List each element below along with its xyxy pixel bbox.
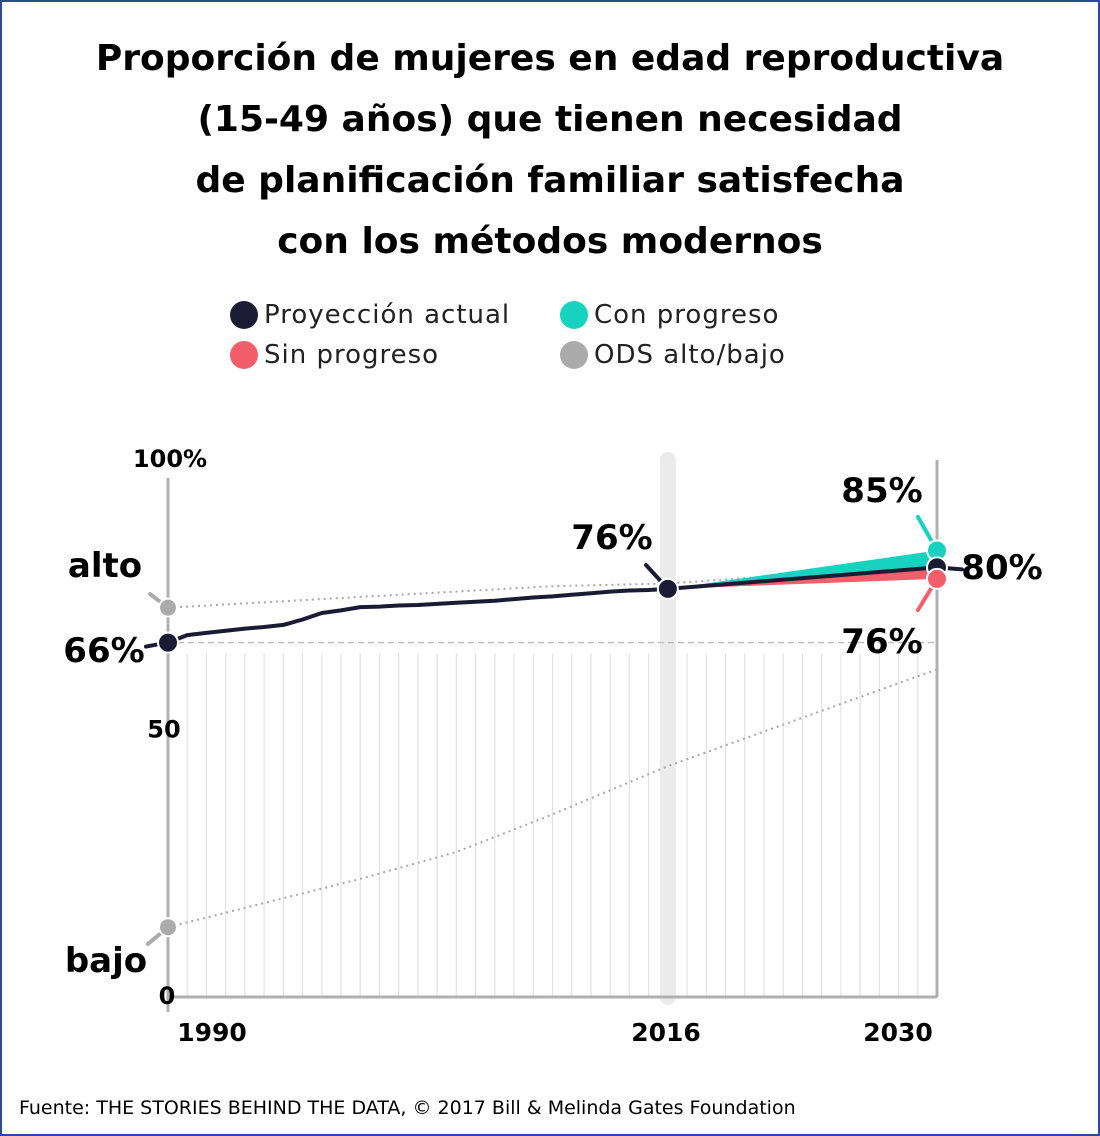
legend-swatch-con-progreso <box>560 301 588 329</box>
chart-title-line-4: con los métodos modernos <box>277 221 823 262</box>
legend-item-con-progreso: Con progreso <box>560 300 779 330</box>
point-ods-alto <box>158 597 178 618</box>
data-label-66: 66% <box>63 631 144 671</box>
series-line-ods-bajo <box>167 668 938 929</box>
data-label-bajo: bajo <box>65 941 147 981</box>
chart-title-line-3: de planificación familiar satisfecha <box>195 160 905 201</box>
series-line-ods-alto <box>167 563 938 609</box>
point-ods-bajo <box>158 917 178 938</box>
data-label-80: 80% <box>961 548 1042 588</box>
y-tick-label: 50 <box>147 716 180 744</box>
legend-item-ods-alto-bajo: ODS alto/bajo <box>560 340 786 370</box>
point-2016-proyeccion <box>656 577 679 600</box>
legend-label-con-progreso: Con progreso <box>594 300 780 330</box>
legend-item-sin-progreso: Sin progreso <box>230 340 439 370</box>
chart-title-line-2: (15-49 años) que tienen necesidad <box>197 99 903 140</box>
legend-label-ods-alto-bajo: ODS alto/bajo <box>594 340 786 370</box>
chart-title: Proporción de mujeres en edad reproducti… <box>0 28 1100 272</box>
legend-swatch-sin-progreso <box>230 341 258 369</box>
data-label-76-2030: 76% <box>841 622 922 662</box>
legend-label-sin-progreso: Sin progreso <box>264 340 440 370</box>
series-line-proyeccion-actual <box>167 565 938 645</box>
legend-swatch-proyeccion-actual <box>230 301 258 329</box>
legend-item-proyeccion-actual: Proyección actual <box>230 300 510 330</box>
chart-title-line-1: Proporción de mujeres en edad reproducti… <box>95 38 1005 79</box>
legend-swatch-ods-alto-bajo <box>560 341 588 369</box>
x-tick-label: 1990 <box>177 1018 247 1047</box>
highlight-band-2016 <box>659 452 676 1005</box>
source-note: Fuente: THE STORIES BEHIND THE DATA, © 2… <box>19 1097 796 1119</box>
y-tick-label: 100% <box>133 445 207 473</box>
data-label-alto: alto <box>68 546 142 586</box>
data-label-76-2016: 76% <box>571 518 652 558</box>
series-area-con-progreso <box>667 550 937 589</box>
data-label-85: 85% <box>841 471 922 511</box>
point-2030-sin-progreso <box>926 567 948 590</box>
legend-label-proyeccion-actual: Proyección actual <box>264 300 511 330</box>
y-tick-label: 0 <box>159 982 176 1010</box>
x-tick-label: 2030 <box>863 1018 933 1047</box>
x-tick-label: 2016 <box>631 1018 701 1047</box>
point-1990-proyeccion <box>157 631 179 654</box>
